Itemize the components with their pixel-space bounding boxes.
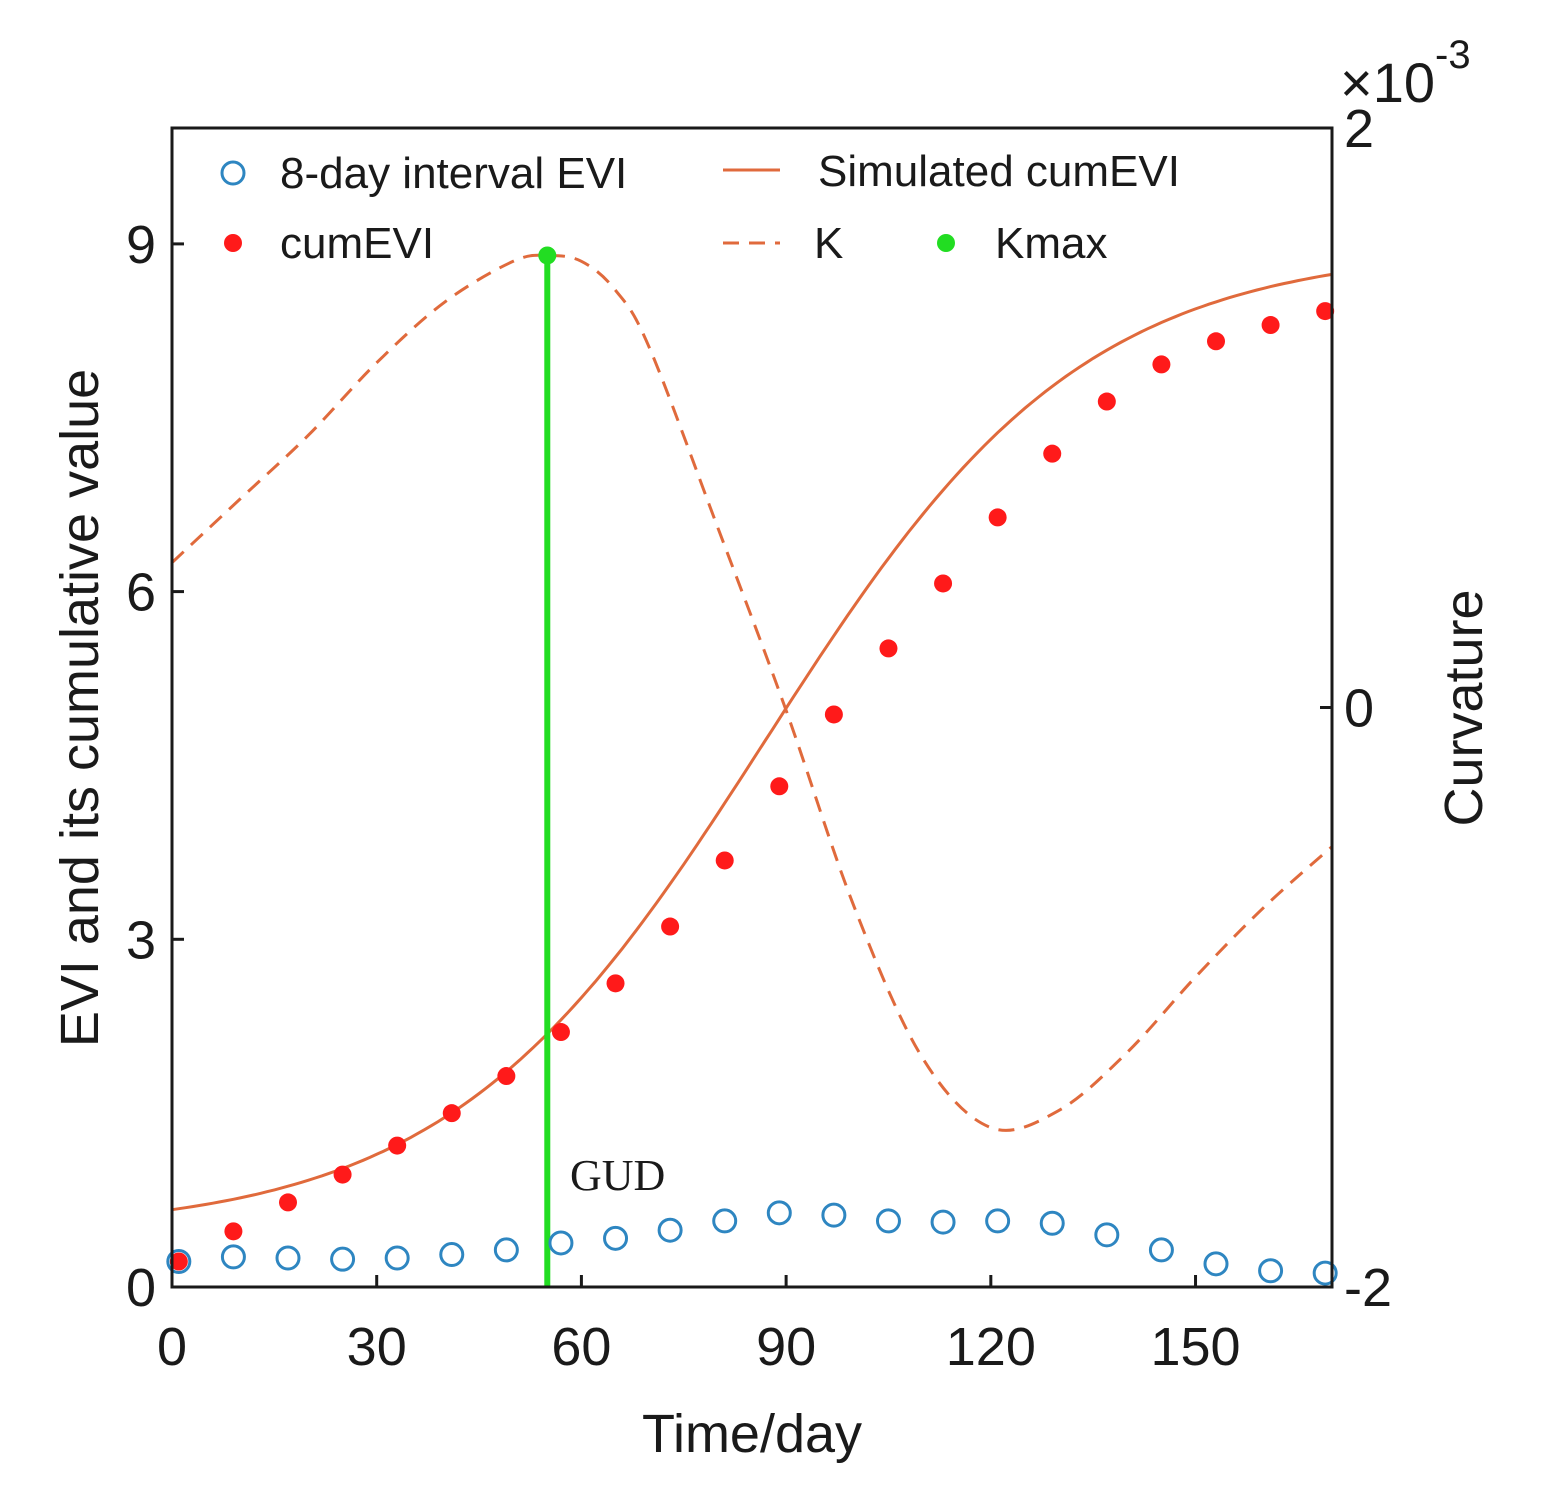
cumevi-point <box>770 777 789 796</box>
y-tick-label: 3 <box>126 910 156 970</box>
cumevi-point <box>388 1136 407 1155</box>
legend-evi-label: 8-day interval EVI <box>280 149 627 198</box>
evi-point <box>985 1208 1011 1234</box>
evi-point <box>1312 1260 1338 1286</box>
x-axis-title: Time/day <box>642 1404 862 1464</box>
legend-kmax-marker <box>937 234 955 252</box>
cumevi-point <box>279 1193 297 1212</box>
cumevi-point <box>715 851 734 870</box>
evi-point <box>657 1217 683 1243</box>
y2-tick-label: -2 <box>1344 1258 1392 1318</box>
legend-kmax-label: Kmax <box>995 219 1107 268</box>
evi-point <box>1148 1237 1174 1263</box>
cumevi-point <box>1207 332 1225 351</box>
evi-point <box>821 1202 847 1228</box>
y2-axis-title: Curvature <box>1434 589 1494 826</box>
evi-point <box>166 1249 192 1275</box>
plot-frame <box>170 126 1334 1289</box>
gud-annotation: GUD <box>570 1151 665 1200</box>
y-tick-label: 6 <box>126 563 156 623</box>
evi-point <box>330 1246 356 1272</box>
y2-exponent: ×10-3 <box>1340 33 1471 114</box>
cumevi-point <box>879 639 898 658</box>
cumevi-point <box>1043 444 1062 463</box>
x-tick-label: 60 <box>551 1317 611 1377</box>
cumevi-point <box>1097 392 1116 411</box>
y-axis-title: EVI and its cumulative value <box>50 369 110 1047</box>
x-tick-label: 0 <box>157 1317 187 1377</box>
cumevi-point <box>1261 316 1280 335</box>
y2-exponent-base: ×10 <box>1340 51 1435 114</box>
legend-cumevi-marker <box>224 234 242 252</box>
cumevi-point <box>169 1252 188 1271</box>
cumevi-point <box>988 508 1007 527</box>
cumevi-point <box>1316 302 1335 321</box>
evi-point <box>439 1242 465 1268</box>
legend-evi-marker <box>220 160 246 186</box>
cumevi-point <box>661 917 680 936</box>
evi-point <box>1094 1222 1120 1248</box>
y-tick-label: 0 <box>126 1258 156 1318</box>
cumevi-point <box>824 705 843 724</box>
x-tick-label: 150 <box>1150 1317 1240 1377</box>
plot-area: 0 30 60 90 120 150 0 3 6 9 -2 0 2 <box>126 99 1392 1377</box>
evi-point <box>1203 1251 1229 1277</box>
curvature-k-line <box>170 253 1333 1132</box>
cumevi-point <box>551 1023 570 1042</box>
evi-point <box>275 1245 301 1271</box>
evi-point <box>493 1237 519 1263</box>
evi-point <box>603 1225 629 1251</box>
evi-point <box>1039 1210 1065 1236</box>
legend-simulated-label: Simulated cumEVI <box>818 147 1180 196</box>
cumevi-point <box>224 1222 243 1241</box>
y2-tick-label: 0 <box>1344 679 1374 739</box>
evi-point <box>384 1245 410 1271</box>
evi-point <box>766 1200 792 1226</box>
evi-point <box>930 1209 956 1235</box>
cumevi-point <box>442 1104 461 1123</box>
x-tick-label: 90 <box>756 1317 816 1377</box>
cumevi-point <box>934 574 953 593</box>
evi-point <box>1258 1258 1284 1284</box>
cumevi-point <box>497 1067 516 1086</box>
legend-k-label: K <box>814 219 843 268</box>
evi-point <box>548 1230 574 1256</box>
cumevi-point <box>606 974 625 993</box>
evi-point <box>220 1244 246 1270</box>
evi-point <box>875 1208 901 1234</box>
cumevi-point <box>1152 355 1171 374</box>
evi-point <box>712 1208 738 1234</box>
kmax-point <box>538 246 557 265</box>
legend-cumevi-label: cumEVI <box>280 219 434 268</box>
y2-tick-label: 2 <box>1344 99 1374 159</box>
y-tick-label: 9 <box>126 215 156 275</box>
legend: 8-day interval EVI cumEVI Simulated cumE… <box>220 147 1180 268</box>
x-tick-label: 30 <box>347 1317 407 1377</box>
cumevi-point <box>333 1165 352 1184</box>
x-tick-label: 120 <box>946 1317 1036 1377</box>
y2-exponent-power: -3 <box>1435 33 1471 77</box>
simulated-cumevi-line <box>171 272 1333 1212</box>
